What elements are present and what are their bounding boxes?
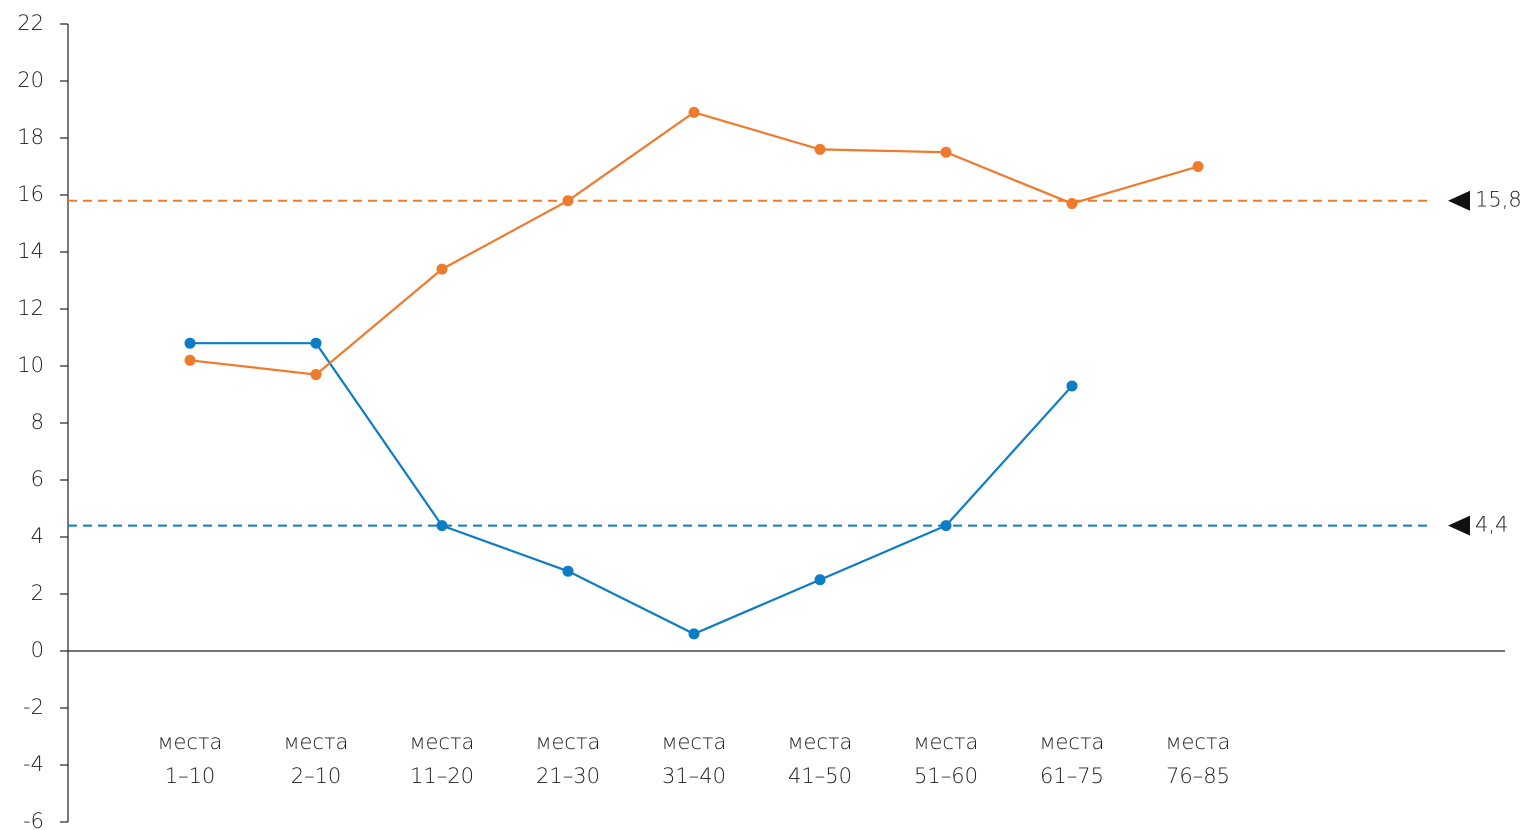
y-tick-label: 20 [17,68,44,92]
x-tick-label: места 2–10 [283,730,349,788]
data-point [814,143,826,155]
y-tick-label: 10 [17,353,44,377]
y-tick-label: 6 [31,467,44,491]
y-tick-label: 4 [31,524,44,548]
y-tick-label: -6 [23,809,44,830]
x-tick-label: места 1–10 [157,730,223,788]
y-tick-label: -2 [23,695,44,719]
reference-label: 15,8 [1475,188,1522,212]
reference-arrow [1448,190,1470,211]
data-point [688,106,700,118]
reference-arrow [1448,515,1470,536]
y-tick-label: 22 [17,11,44,35]
data-point [940,146,952,158]
series-line [190,342,1073,636]
data-point [562,195,574,207]
data-point [436,520,448,532]
data-point [1192,161,1204,172]
data-point [940,520,952,532]
data-point [184,354,196,366]
y-tick-label: 18 [17,125,44,149]
data-point [1066,380,1078,392]
x-tick-label: места 11–20 [409,730,475,788]
data-point [814,574,826,586]
reference-label: 4,4 [1475,513,1508,537]
x-tick-label: места 21–30 [535,730,601,788]
y-tick-label: 0 [31,638,44,662]
x-tick-label: места 41–50 [787,730,853,788]
y-tick-label: 14 [17,239,44,263]
data-point [1066,198,1078,210]
data-point [436,263,448,275]
y-tick-label: 8 [31,410,44,434]
y-tick-label: 2 [31,581,44,605]
y-tick-label: 16 [17,182,44,206]
data-point [310,369,322,381]
y-tick-label: 12 [17,296,44,320]
x-tick-label: места 61–75 [1039,730,1105,788]
x-tick-label: места 51–60 [913,730,979,788]
series-line [189,111,1199,376]
data-point [310,337,322,349]
data-point [562,565,574,577]
data-point [184,337,196,349]
data-point [688,628,700,640]
x-tick-label: места 31–40 [661,730,727,788]
x-tick-label: места 76–85 [1165,730,1231,788]
y-tick-label: -4 [23,752,44,776]
